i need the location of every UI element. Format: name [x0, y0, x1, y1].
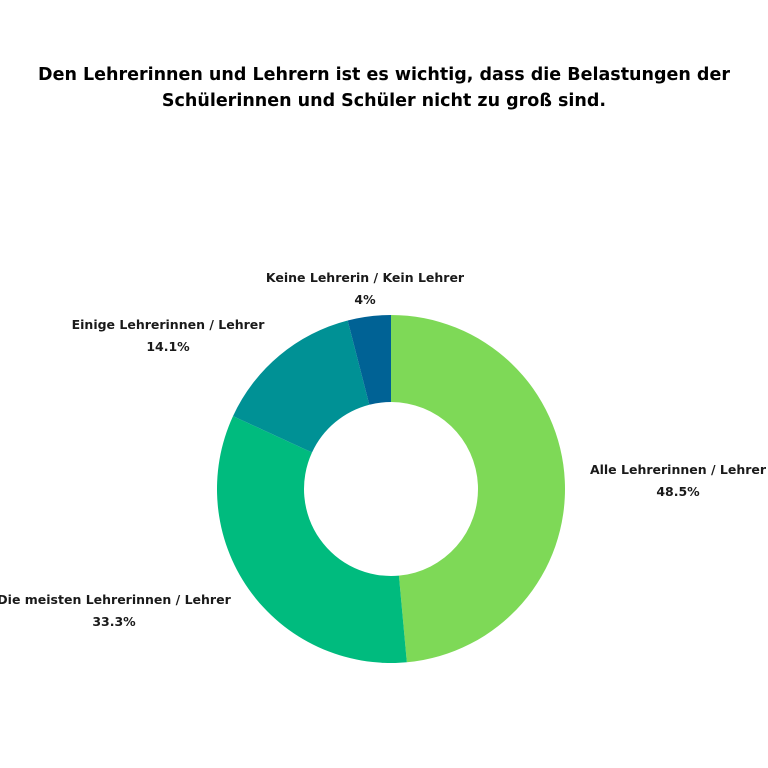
slice-labels: Alle Lehrerinnen / Lehrer 48.5% Die meiste…: [0, 270, 767, 629]
slice-value-die-meisten-lehrerinnen-lehrer: 33.3%: [92, 614, 136, 629]
slice-label-keine-lehrerin-kein-lehrer: Keine Lehrerin / Kein Lehrer: [266, 270, 465, 285]
donut-slices: [217, 315, 565, 663]
slice-die-meisten-lehrerinnen-lehrer: [217, 416, 407, 663]
slice-label-alle-lehrerinnen-lehrer: Alle Lehrerinnen / Lehrer: [590, 462, 767, 477]
slice-alle-lehrerinnen-lehrer: [391, 315, 565, 663]
slice-keine-lehrerin-kein-lehrer: [347, 315, 391, 405]
chart-title: Den Lehrerinnen und Lehrern ist es wicht…: [38, 65, 730, 111]
slice-value-keine-lehrerin-kein-lehrer: 4%: [354, 292, 376, 307]
slice-label-die-meisten-lehrerinnen-lehrer: Die meisten Lehrerinnen / Lehrer: [0, 592, 232, 607]
slice-einige-lehrerinnen-lehrer: [233, 320, 370, 453]
slice-value-einige-lehrerinnen-lehrer: 14.1%: [146, 339, 190, 354]
slice-value-alle-lehrerinnen-lehrer: 48.5%: [656, 484, 700, 499]
slice-label-einige-lehrerinnen-lehrer: Einige Lehrerinnen / Lehrer: [72, 317, 266, 332]
